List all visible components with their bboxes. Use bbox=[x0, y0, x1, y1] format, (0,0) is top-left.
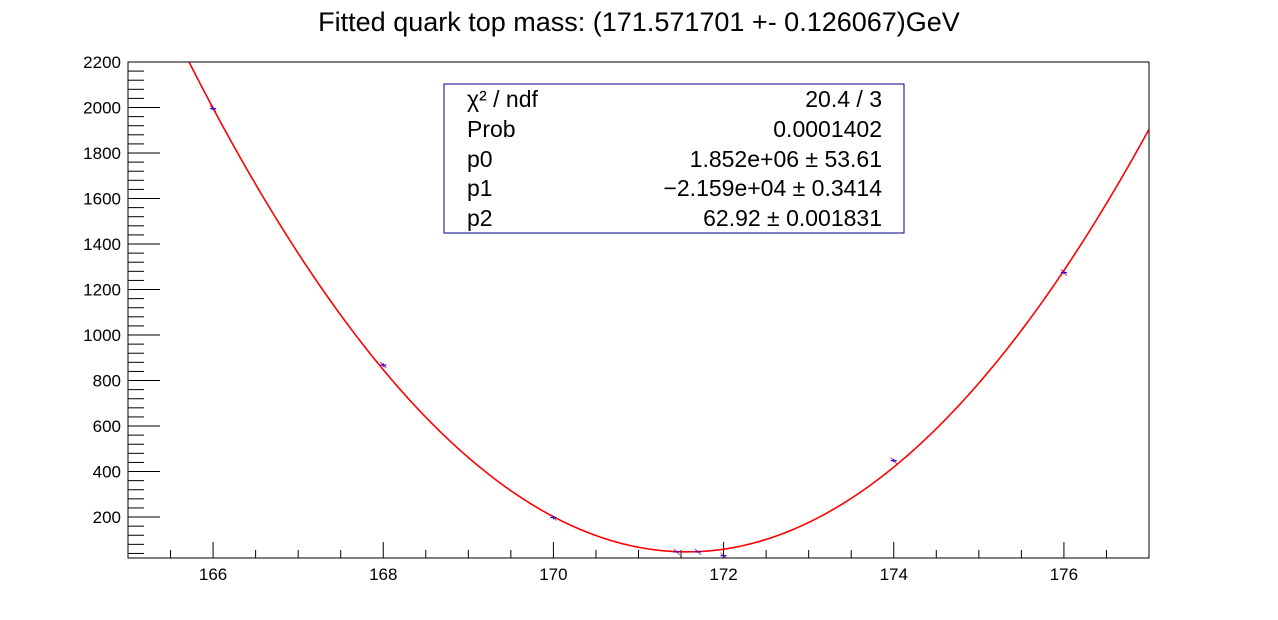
data-point-marker-diag bbox=[673, 548, 681, 556]
y-tick-label: 2000 bbox=[83, 99, 121, 118]
data-point-marker-diag bbox=[720, 552, 727, 560]
stat-label-chi2: χ² / ndf bbox=[467, 86, 538, 112]
stat-value-p1: −2.159e+04 ± 0.3414 bbox=[663, 175, 882, 201]
fit-curve-layer bbox=[188, 62, 1149, 553]
data-point bbox=[550, 514, 557, 521]
stat-value-p2: 62.92 ± 0.001831 bbox=[703, 205, 882, 231]
x-tick-label: 174 bbox=[880, 565, 908, 584]
y-tick-label: 200 bbox=[93, 508, 121, 527]
stats-box-frame bbox=[443, 83, 905, 234]
y-axis: 200 400 600 800 1000 1200 1400 1600 1800 2000 2200 bbox=[83, 53, 160, 554]
y-tick-label: 1200 bbox=[83, 281, 121, 300]
data-point-marker-diag bbox=[890, 457, 898, 464]
x-tick-label: 168 bbox=[369, 565, 397, 584]
x-tick-label: 170 bbox=[539, 565, 567, 584]
stat-label-p0: p0 bbox=[467, 146, 493, 172]
chart-title: Fitted quark top mass: (171.571701 +- 0.… bbox=[318, 7, 960, 37]
data-points-layer bbox=[209, 105, 1068, 560]
stat-value-chi2: 20.4 / 3 bbox=[805, 86, 882, 112]
stat-value-prob: 0.0001402 bbox=[773, 116, 882, 142]
fit-curve bbox=[188, 62, 1149, 553]
y-tick-label: 600 bbox=[93, 417, 121, 436]
data-point bbox=[890, 457, 898, 464]
x-tick-label: 176 bbox=[1050, 565, 1078, 584]
y-tick-label: 400 bbox=[93, 463, 121, 482]
data-point-marker-diag bbox=[550, 514, 557, 521]
data-point bbox=[720, 552, 727, 560]
data-point-marker-diag bbox=[694, 548, 702, 556]
data-point bbox=[694, 548, 702, 556]
stat-label-p2: p2 bbox=[467, 205, 493, 231]
stat-label-prob: Prob bbox=[467, 116, 516, 142]
y-tick-label: 1400 bbox=[83, 235, 121, 254]
data-point bbox=[209, 105, 217, 112]
y-tick-label: 1600 bbox=[83, 190, 121, 209]
data-point-marker-diag bbox=[379, 361, 387, 369]
y-tick-label: 1800 bbox=[83, 144, 121, 163]
data-point bbox=[379, 361, 387, 369]
x-tick-label: 166 bbox=[199, 565, 227, 584]
x-axis: 166 168 170 172 174 176 bbox=[127, 542, 1150, 584]
data-point-marker-diag bbox=[209, 105, 217, 112]
data-point bbox=[1060, 269, 1068, 276]
stat-value-p0: 1.852e+06 ± 53.61 bbox=[690, 146, 882, 172]
y-tick-label: 800 bbox=[93, 372, 121, 391]
stats-box: χ² / ndf 20.4 / 3 Prob 0.0001402 p0 1.85… bbox=[443, 83, 905, 234]
data-point-marker-diag bbox=[1060, 269, 1068, 276]
y-tick-label: 1000 bbox=[83, 326, 121, 345]
y-tick-label: 2200 bbox=[83, 53, 121, 72]
stat-label-p1: p1 bbox=[467, 175, 493, 201]
data-point bbox=[673, 548, 681, 556]
x-tick-label: 172 bbox=[709, 565, 737, 584]
